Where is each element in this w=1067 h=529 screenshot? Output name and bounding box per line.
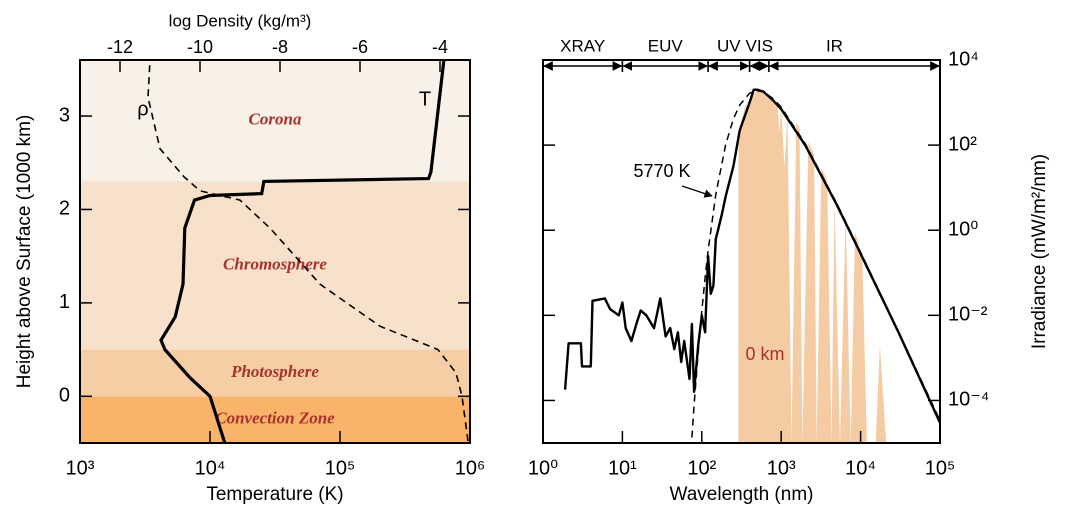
y-tick-label: 3 [59,104,70,126]
x-tick-label: 10⁰ [528,457,558,479]
y2-tick-label: 10⁻⁴ [948,389,989,411]
y2-tick-label: 10⁰ [948,219,978,241]
x2-tick-label: -4 [432,37,448,57]
y2-axis-title: Irradiance (mW/m²/nm) [1029,154,1050,349]
y-axis-title: Height above Surface (1000 km) [14,115,35,389]
region-label: Convection Zone [215,409,335,428]
y2-tick-label: 10⁻² [948,304,988,326]
x-tick-label: 10² [687,457,716,479]
x-axis-title: Temperature (K) [206,484,343,505]
y2-tick-label: 10⁴ [948,48,979,70]
y-tick-label: 2 [59,198,70,220]
profile-line [147,59,469,442]
x-tick-label: 10⁴ [195,457,226,479]
x-tick-label: 10³ [767,457,796,479]
region-band [80,181,470,350]
band-label: XRAY [560,36,605,55]
region-band [80,60,470,182]
x-tick-label: 10¹ [608,457,637,479]
x2-tick-label: -8 [272,37,288,57]
band-label: EUV [648,36,684,55]
band-label: VIS [746,36,773,55]
y-tick-label: 1 [59,291,70,313]
x-tick-label: 10⁴ [845,457,876,479]
x-tick-label: 10⁵ [325,457,356,479]
band-label: IR [826,36,843,55]
region-label: Corona [249,110,302,129]
region-band [80,396,470,443]
plot-frame [542,59,941,444]
band-label: UV [717,36,741,55]
y-tick-label: 0 [59,385,70,407]
x-tick-label: 10⁶ [455,457,485,479]
spectrum-line [563,88,942,424]
x2-tick-label: -6 [352,37,368,57]
profile-line [159,59,446,444]
region-label: Photosphere [230,362,319,381]
series-label: ρ [137,98,148,120]
x2-tick-label: -10 [187,37,213,57]
spectrum-line [691,89,941,438]
region-band [80,349,470,397]
plot-frame [79,59,471,444]
x-tick-label: 10⁵ [925,457,956,479]
spectrum-area [738,90,887,443]
series-label: 0 km [745,344,784,364]
x-tick-label: 10³ [66,457,95,479]
region-label: Chromosphere [223,254,327,273]
x-axis-title: Wavelength (nm) [670,484,814,505]
series-label: 5770 K [633,161,690,181]
series-label: T [419,88,431,110]
y2-tick-label: 10² [948,133,977,155]
x2-tick-label: -12 [107,37,133,57]
annotation-arrow [681,185,713,198]
x2-axis-title: log Density (kg/m³) [169,11,312,30]
